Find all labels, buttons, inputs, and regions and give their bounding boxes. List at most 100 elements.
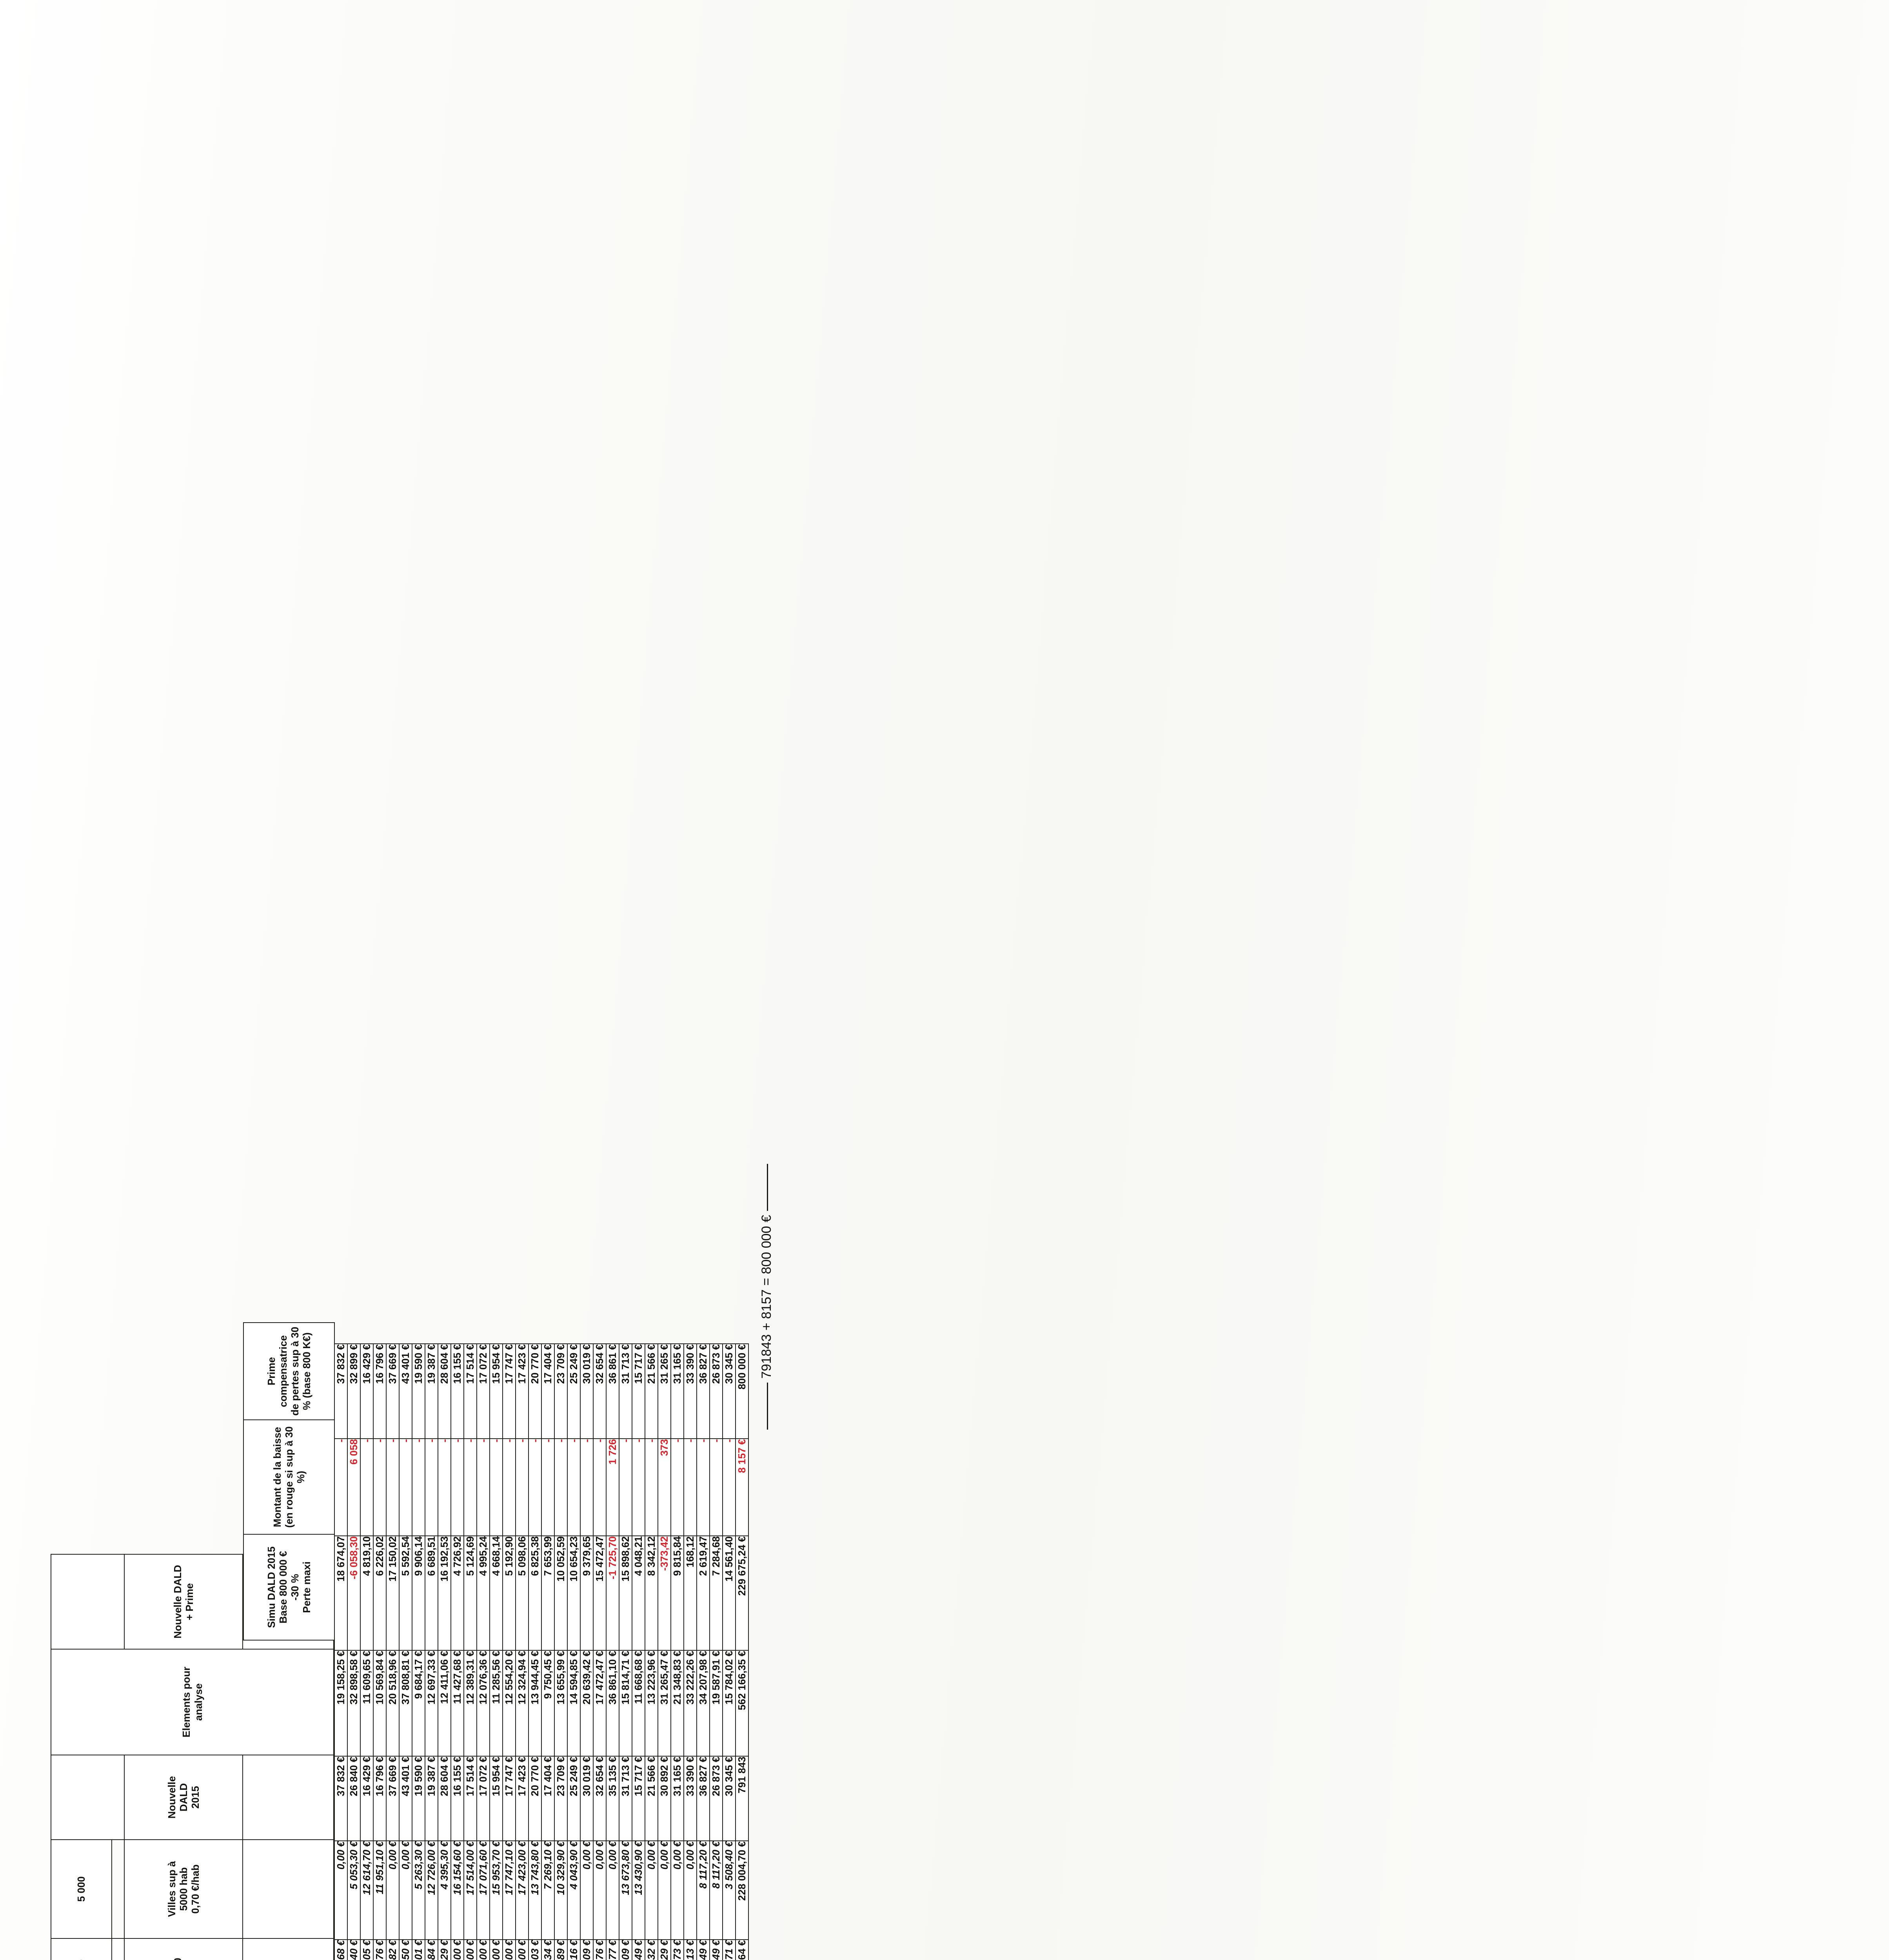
nouvelle-dald-2015-value: 17 404 € xyxy=(541,1756,555,1841)
villes-sup-5000-value: 0,00 € xyxy=(645,1841,658,1940)
nouvelle-dald-prime-value: 16 155 € xyxy=(451,1344,464,1439)
threshold-1000-5000: 1000 à 5000 xyxy=(51,1938,112,1960)
villes-1000-5000-value: 10 756,89 € xyxy=(554,1940,568,1960)
table-row: 21MARTRES DE VEYRE2210530 681,31 €24 545… xyxy=(593,1344,607,1960)
table-row: 2AMBERT1897358 747,47 €46 997,98 €15 385… xyxy=(347,1344,361,1960)
montant-baisse-value: 4 048,21 xyxy=(632,1536,645,1650)
prime-compensatrice-value: 373 xyxy=(658,1439,671,1536)
montant-baisse-value: 9 906,14 xyxy=(412,1536,425,1650)
villes-1000-5000-value: 8 228,76 € xyxy=(593,1940,607,1960)
nouvelle-dald-2015-value: 30 892 € xyxy=(658,1756,671,1841)
table-row: 5BILLOM2247536 641,00 €29 312,80 €17 644… xyxy=(386,1344,400,1960)
nouvelle-dald-prime-value: 23 709 € xyxy=(554,1344,568,1439)
villes-1000-5000-value: 10 507,32 € xyxy=(645,1940,658,1960)
villes-1000-5000-value: 2 043,09 € xyxy=(619,1940,632,1960)
simu-30-value: 14 594,85 € xyxy=(567,1650,581,1756)
nouvelle-dald-prime-value: 36 861 € xyxy=(606,1344,619,1439)
col-header-montant-baisse: Montant de la baisse (en rouge si sup à … xyxy=(243,1420,335,1534)
nouvelle-dald-2015-value: 19 387 € xyxy=(425,1756,438,1841)
montant-baisse-value: 8 342,12 xyxy=(645,1536,658,1650)
nouvelle-dald-prime-value: 17 423 € xyxy=(516,1344,529,1439)
villes-1000-5000-value: 0,00 € xyxy=(477,1940,490,1960)
nouvelle-dald-prime-value: 33 390 € xyxy=(684,1344,697,1439)
nouvelle-dald-2015-value: 36 827 € xyxy=(697,1756,710,1841)
villes-sup-5000-value: 16 154,60 € xyxy=(451,1841,464,1940)
villes-1000-5000-value: 14 026,68 € xyxy=(334,1940,348,1960)
montant-baisse-value: 9 815,84 xyxy=(671,1536,684,1650)
table-row: 15CLERMONT FERRAND 62489022 008,81 €17 6… xyxy=(516,1344,529,1960)
villes-sup-5000-value: 7 269,10 € xyxy=(541,1841,555,1940)
nouvelle-dald-prime-value: 37 669 € xyxy=(386,1344,400,1439)
nouvelle-dald-prime-value: 30 345 € xyxy=(723,1344,736,1439)
prime-compensatrice-value: - xyxy=(554,1439,568,1536)
simu-30-value: 17 472,47 € xyxy=(593,1650,607,1756)
prime-compensatrice-value: - xyxy=(412,1439,425,1536)
simu-30-value: 13 655,99 € xyxy=(554,1650,568,1756)
villes-sup-5000-value: 4 395,30 € xyxy=(438,1841,451,1940)
simu-30-value: 32 898,58 € xyxy=(347,1650,361,1756)
villes-1000-5000-value: 13 888,50 € xyxy=(399,1940,412,1960)
villes-1000-5000-value: 14 327,01 € xyxy=(412,1940,425,1960)
montant-baisse-value: 168,12 xyxy=(684,1536,697,1650)
simu-30-value: 19 158,25 € xyxy=(334,1650,348,1756)
villes-sup-5000-value: 0,00 € xyxy=(399,1841,412,1940)
villes-sup-5000-value: 4 043,90 € xyxy=(567,1841,581,1940)
montant-baisse-value: 15 898,62 xyxy=(619,1536,632,1650)
nouvelle-dald-2015-value: 37 832 € xyxy=(334,1756,348,1841)
montant-baisse-value: -373,42 xyxy=(658,1536,671,1650)
villes-1000-5000-value: 11 182,71 € xyxy=(723,1940,736,1960)
prime-compensatrice-value: - xyxy=(477,1439,490,1536)
simu-30-value: 11 668,68 € xyxy=(632,1650,645,1756)
nouvelle-dald-2015-value: 16 155 € xyxy=(451,1756,464,1841)
simu-30-value: 19 587,91 € xyxy=(710,1650,723,1756)
nouvelle-dald-prime-value: 16 429 € xyxy=(360,1344,374,1439)
nouvelle-dald-2015-value: 17 747 € xyxy=(503,1756,516,1841)
simu-30-value: 13 223,96 € xyxy=(645,1650,658,1756)
simu-30-value: 33 222,26 € xyxy=(684,1650,697,1756)
villes-1000-5000-value: 6 401,40 € xyxy=(347,1940,361,1960)
nouvelle-dald-prime-value: 30 019 € xyxy=(580,1344,594,1439)
nouvelle-dald-2015-value: 26 873 € xyxy=(710,1756,723,1841)
villes-1000-5000-value: 24 208,29 € xyxy=(438,1940,451,1960)
villes-sup-5000-value: 8 117,20 € xyxy=(710,1841,723,1940)
nouvelle-dald-2015-value: 43 401 € xyxy=(399,1756,412,1841)
prime-compensatrice-value: - xyxy=(632,1439,645,1536)
prime-compensatrice-value: - xyxy=(697,1439,710,1536)
nouvelle-dald-2015-value: 17 072 € xyxy=(477,1756,490,1841)
table-row: 11CLERMONT FERRAND 22502022 123,77 €17 6… xyxy=(464,1344,477,1960)
villes-sup-5000-value: 12 726,00 € xyxy=(425,1841,438,1940)
villes-sup-5000-value: 8 117,20 € xyxy=(697,1841,710,1940)
villes-sup-5000-value: 17 747,10 € xyxy=(503,1841,516,1940)
montant-baisse-value: 7 284,68 xyxy=(710,1536,723,1650)
villes-sup-5000-value: 15 953,70 € xyxy=(490,1841,503,1940)
table-row: 28SAINT OURS1750459 325,46 €47 460,37 €2… xyxy=(684,1344,697,1960)
villes-1000-5000-value: 15 043,29 € xyxy=(658,1940,671,1960)
montant-baisse-value: 4 726,92 xyxy=(451,1536,464,1650)
prime-compensatrice-value: - xyxy=(503,1439,516,1536)
table-row: 4BEAUMONT2050918 874,72 €15 099,78 €0,00… xyxy=(373,1344,387,1960)
simu-30-value: 11 427,68 € xyxy=(451,1650,464,1756)
nouvelle-dald-2015-value: 32 654 € xyxy=(593,1756,607,1841)
villes-1000-5000-value: 0,00 € xyxy=(503,1940,516,1960)
table-row: 16COURNON2461724 900,81 €19 920,65 €0,00… xyxy=(529,1344,542,1960)
totals-villes-1000-5000: 272 135,64 € xyxy=(736,1940,749,1960)
villes-sup-5000-value: 0,00 € xyxy=(671,1841,684,1940)
villes-1000-5000-value: 0,00 € xyxy=(464,1940,477,1960)
simu-30-value: 9 684,17 € xyxy=(412,1650,425,1756)
col-header-simu-30: Simu DALD 2015 Base 800 000 € -30 % Pert… xyxy=(243,1534,335,1640)
prime-compensatrice-value: - xyxy=(723,1439,736,1536)
villes-sup-5000-value: 10 329,90 € xyxy=(554,1841,568,1940)
simu-30-value: 20 639,42 € xyxy=(580,1650,594,1756)
nouvelle-dald-prime-value: 17 514 € xyxy=(464,1344,477,1439)
prime-compensatrice-value: - xyxy=(645,1439,658,1536)
simu-30-value: 10 569,84 € xyxy=(373,1650,387,1756)
nouvelle-dald-prime-value: 25 249 € xyxy=(567,1344,581,1439)
table-row: 19LEZOUX1830526 062,23 €20 849,79 €14 68… xyxy=(567,1344,581,1960)
prime-compensatrice-value: - xyxy=(490,1439,503,1536)
prime-compensatrice-value: - xyxy=(619,1439,632,1536)
montant-baisse-value: 16 192,53 xyxy=(438,1536,451,1650)
nouvelle-dald-prime-value: 31 713 € xyxy=(619,1344,632,1439)
prime-compensatrice-value: - xyxy=(710,1439,723,1536)
nouvelle-dald-2015-value: 17 514 € xyxy=(464,1756,477,1841)
